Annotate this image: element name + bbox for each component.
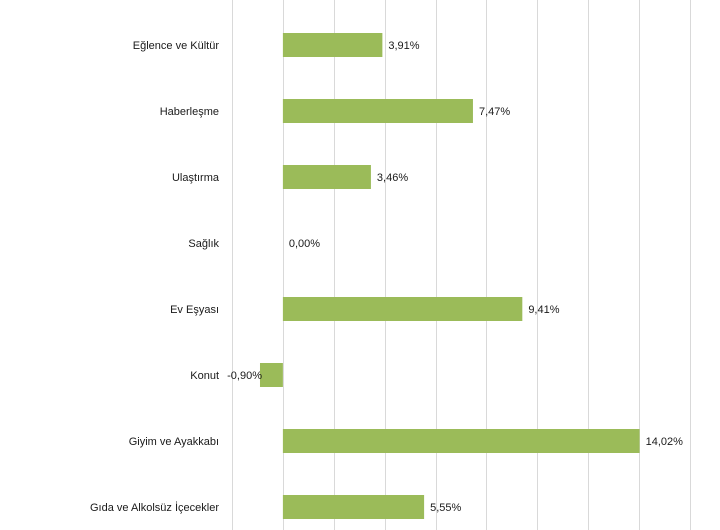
bar [282,429,640,453]
category-label: Ev Eşyası [170,304,219,316]
bar [282,165,371,189]
bar [282,99,473,123]
bar [282,495,425,519]
data-label: 3,91% [388,40,419,52]
category-label: Haberleşme [160,106,219,118]
bar [259,363,283,387]
category-label: Eğlence ve Kültür [133,40,220,52]
bar [282,33,383,57]
data-label: -0,90% [227,370,262,382]
data-label: 5,55% [430,502,461,514]
category-labels: Eğlence ve Kültür Haberleşme Ulaştırma Sağl… [90,40,220,514]
data-label: 9,41% [528,304,559,316]
data-label: 14,02% [646,436,684,448]
data-label: 0,00% [289,238,320,250]
category-label: Giyim ve Ayakkabı [129,436,219,448]
data-labels: 3,91% 7,47% 3,46% 0,00% 9,41% -0,90% 14,02% 5,5… [227,40,683,514]
bar [282,297,523,321]
category-label: Gıda ve Alkolsüz İçecekler [90,501,219,514]
data-label: 3,46% [377,172,408,184]
data-label: 7,47% [479,106,510,118]
category-label: Sağlık [188,238,219,250]
gridlines [232,0,691,530]
category-label: Konut [190,370,219,382]
category-label: Ulaştırma [172,172,220,184]
bars [259,33,640,519]
